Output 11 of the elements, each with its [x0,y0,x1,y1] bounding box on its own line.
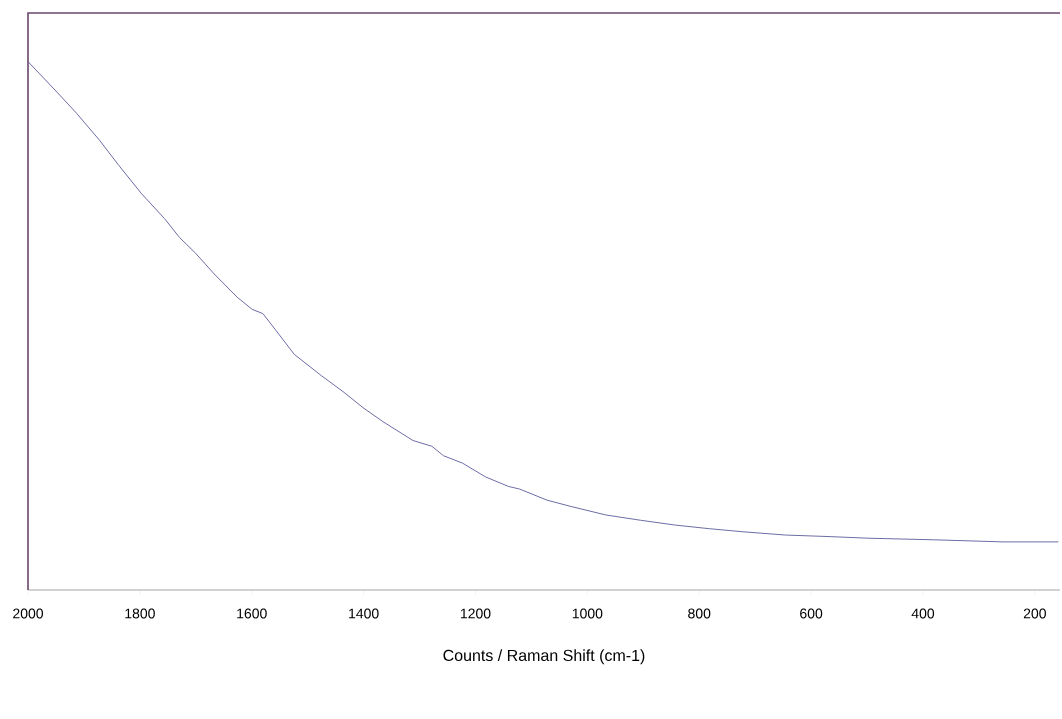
x-tick-label: 1600 [237,608,267,619]
x-tick-label: 800 [688,608,711,619]
x-tick-label: 1000 [572,608,603,619]
x-axis-title: Counts / Raman Shift (cm-1) [443,649,645,665]
x-tick-label: 200 [1023,608,1046,619]
x-tick-label: 400 [911,608,935,619]
x-tick-label: 1200 [460,608,491,619]
x-tick-label: 2000 [13,608,44,619]
x-tick-label: 600 [800,608,823,619]
x-tick-label: 1800 [125,608,155,619]
x-tick-label: 1400 [349,608,379,619]
